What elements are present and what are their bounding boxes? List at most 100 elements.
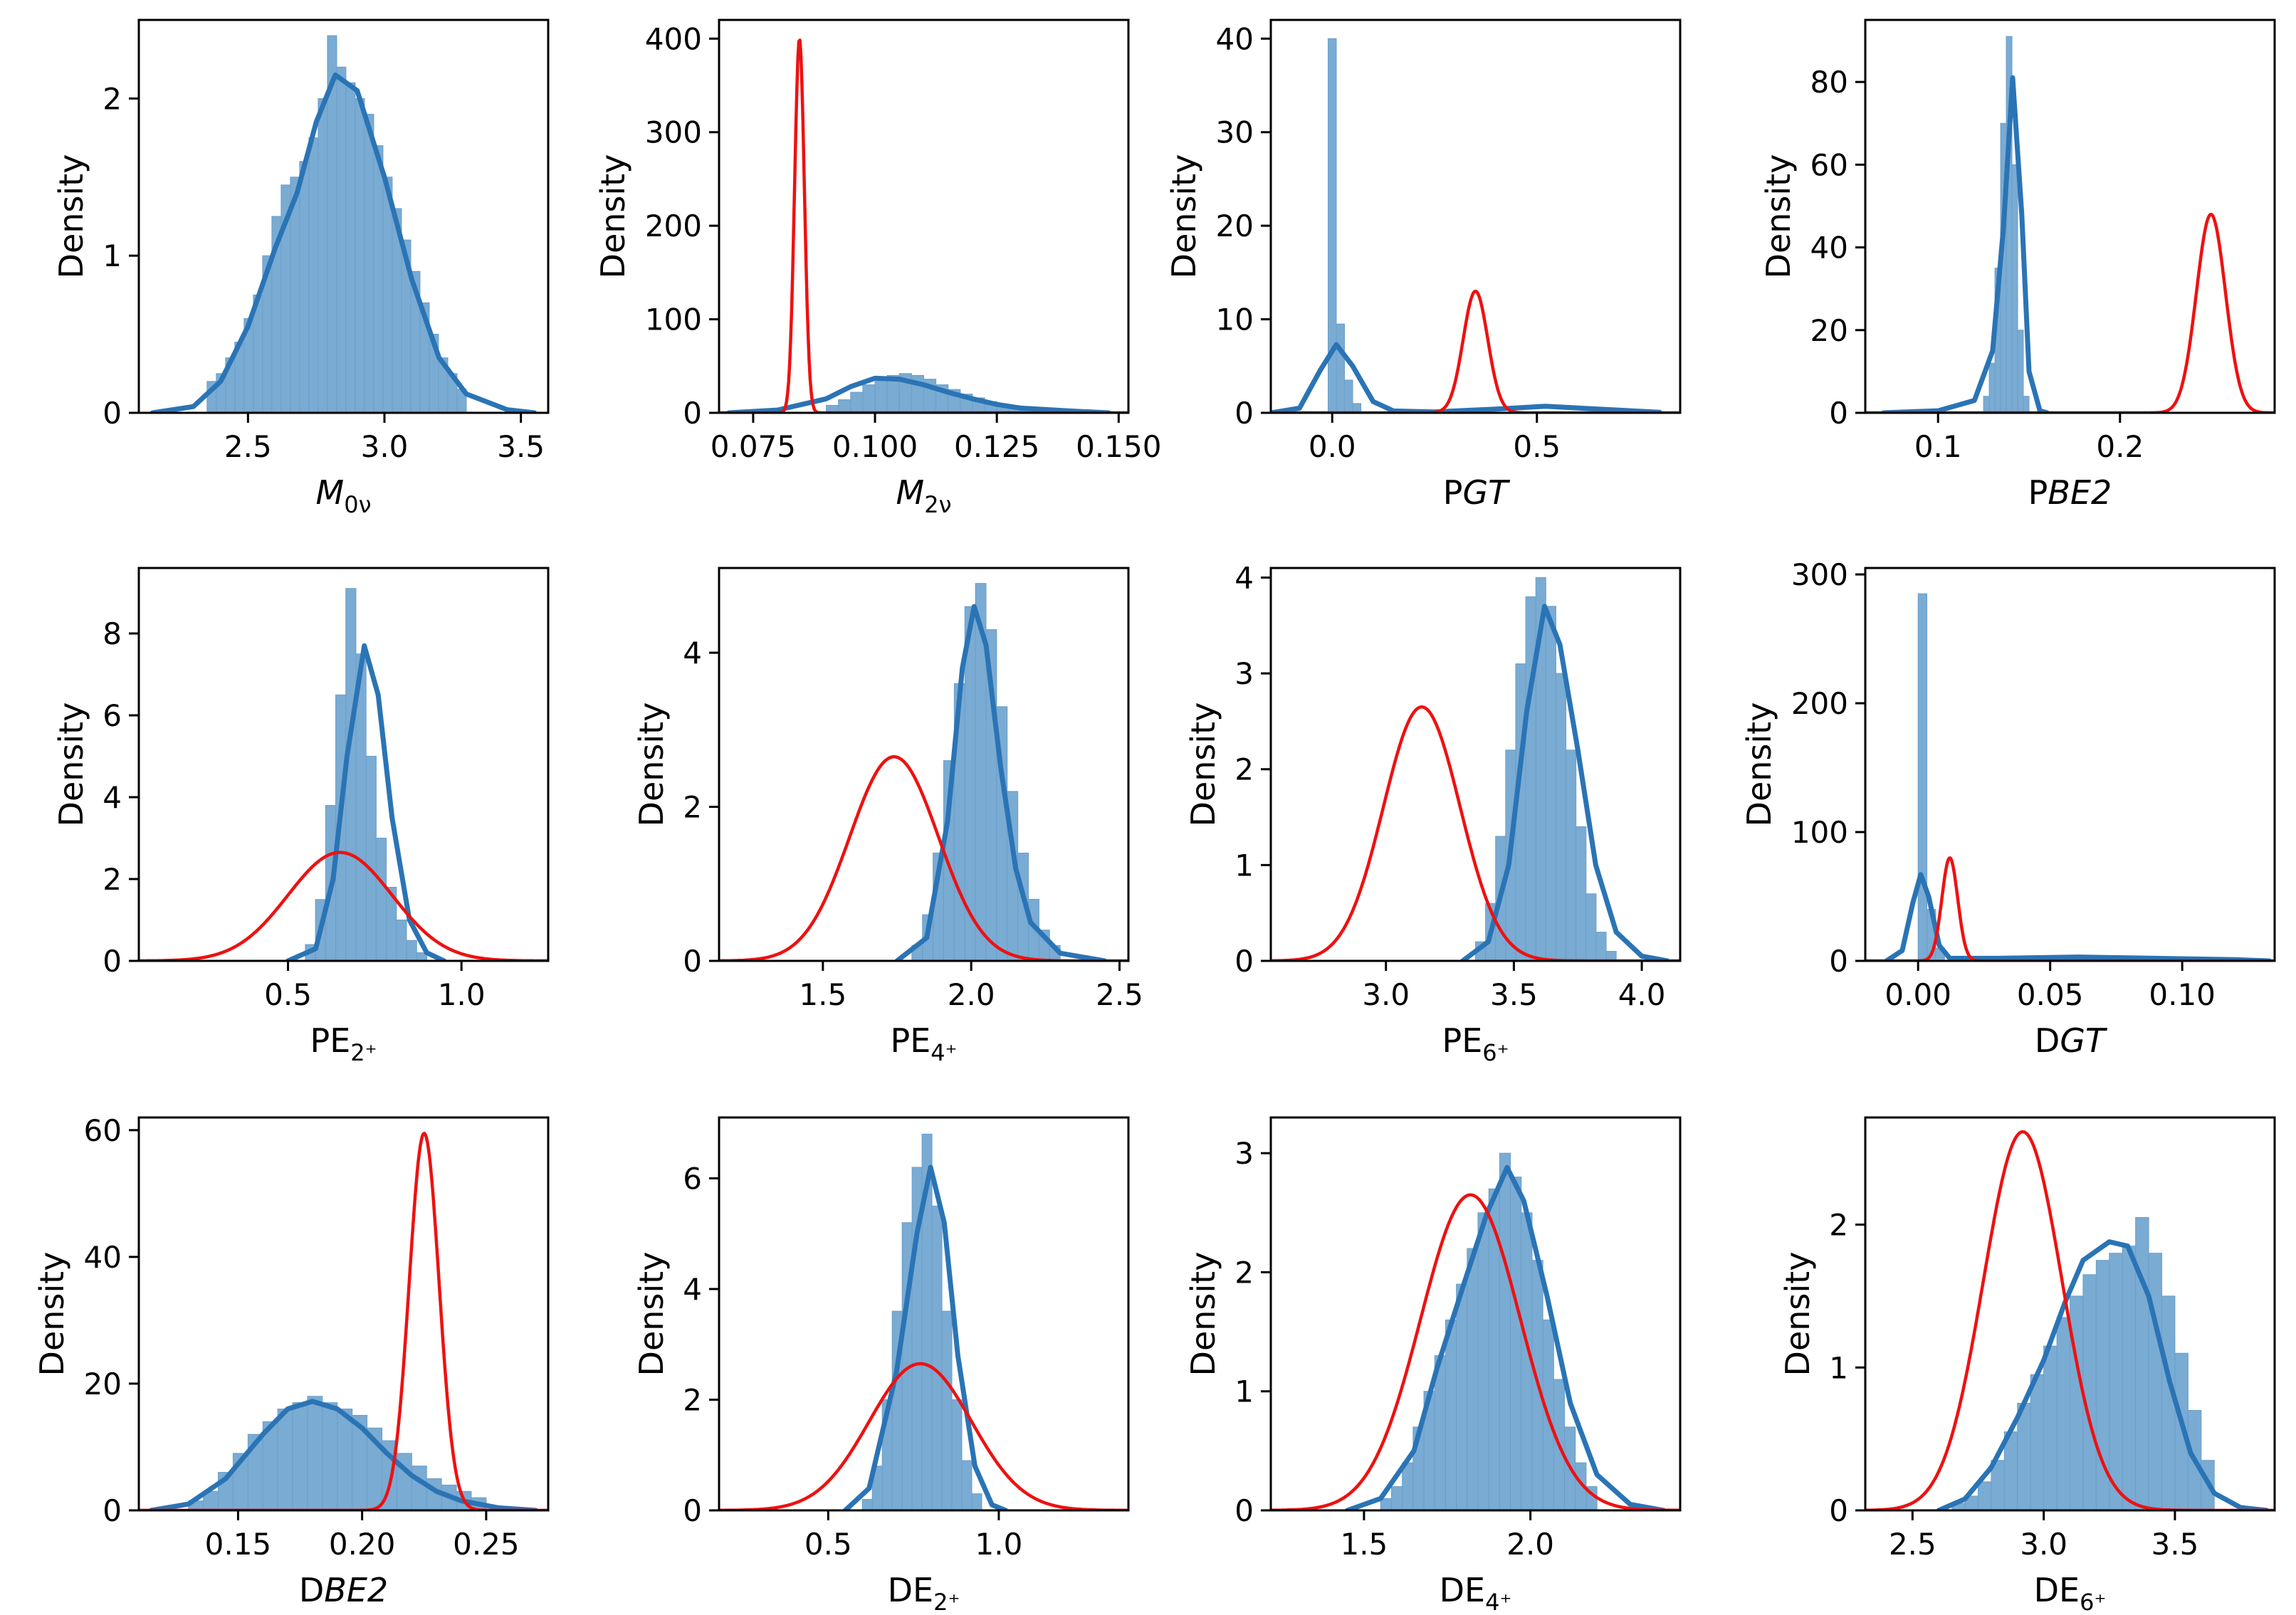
hist-bar <box>373 145 384 413</box>
reference-gaussian <box>139 851 548 961</box>
subplot-m0nu: 2.5 3.0 3.5 0 1 2 Density M0ν <box>52 19 550 518</box>
hist-bar <box>2023 396 2030 413</box>
plot-area <box>719 1133 1128 1510</box>
x-tick-label: 0.150 <box>1076 429 1161 464</box>
hist-bar <box>396 920 407 961</box>
hist-bar <box>411 1466 427 1510</box>
x-axis-label: PBE2 <box>2028 473 2112 512</box>
y-tick-label: 0 <box>1235 944 1254 979</box>
hist-bar <box>1328 38 1337 413</box>
kde-line <box>894 604 1108 961</box>
x-tick-label: 3.0 <box>361 429 409 464</box>
subplot-de6: 2.5 3.0 3.5 0 1 2 Density DE6⁺ <box>1778 1116 2276 1615</box>
hist-bar <box>337 1409 353 1510</box>
hist-bar <box>1576 826 1587 961</box>
y-tick-label: 0 <box>1829 944 1848 979</box>
x-tick-label: 3.5 <box>497 429 545 464</box>
hist-bar <box>961 1460 973 1510</box>
axes-frame <box>1269 567 1682 962</box>
hist-bar <box>2043 1345 2058 1510</box>
hist-bar <box>1456 1283 1468 1510</box>
kde-line <box>1345 1164 1667 1510</box>
hist-bar <box>2109 1253 2123 1510</box>
kde-line <box>1881 75 2050 413</box>
hist-bar <box>2011 164 2018 413</box>
x-tick-label: 3.5 <box>2151 1527 2199 1562</box>
plot-area <box>719 38 1128 413</box>
hist-bar <box>365 756 377 961</box>
hist-bar <box>1402 1462 1414 1510</box>
y-tick-label: 0 <box>103 1493 122 1528</box>
y-tick-label: 200 <box>645 209 702 243</box>
x-axis-label: PGT <box>1443 473 1511 512</box>
y-tick-label: 0 <box>1235 1493 1254 1528</box>
x-axis-label: DBE2 <box>299 1571 388 1609</box>
hist-bar <box>1525 596 1536 961</box>
hist-bar <box>2017 330 2024 413</box>
hist-bar <box>299 161 310 413</box>
y-tick-label: 0 <box>683 396 702 431</box>
hist-bar <box>1499 1152 1511 1510</box>
y-tick-label: 2 <box>1829 1208 1848 1243</box>
kde-line <box>726 375 1112 413</box>
x-axis-label: M2ν <box>896 473 952 518</box>
x-axis-label: DE6⁺ <box>2034 1571 2107 1615</box>
y-tick-label: 300 <box>1791 557 1848 592</box>
axes-frame <box>718 19 1130 414</box>
subplot-dbe2: 0.15 0.20 0.25 0 20 40 60 Density DBE2 <box>33 1113 550 1609</box>
subplot-dgt: 0.00 0.05 0.10 0 100 200 300 Density DGT <box>1740 557 2276 1060</box>
x-tick-label: 0.075 <box>711 429 796 464</box>
y-axis-label: Density <box>1778 1252 1817 1377</box>
hist-bar <box>1445 1319 1457 1510</box>
hist-bar <box>355 98 365 413</box>
hist-bar <box>308 137 319 413</box>
y-tick-label: 100 <box>645 303 702 337</box>
kde-line <box>1460 604 1670 961</box>
hist-bar <box>838 399 851 413</box>
x-tick-label: 0.5 <box>804 1527 852 1562</box>
y-tick-label: 4 <box>683 1272 702 1307</box>
hist-bar <box>307 1396 323 1510</box>
y-tick-label: 60 <box>1810 147 1848 182</box>
hist-bar <box>292 1402 308 1510</box>
subplot-m2nu: 0.075 0.100 0.125 0.150 0 100 200 300 400 Density… <box>594 19 1161 518</box>
reference-gaussian <box>1865 212 2275 413</box>
y-tick-label: 100 <box>1791 815 1848 850</box>
hist-bar <box>1555 673 1567 961</box>
y-axis-label: Density <box>52 703 90 827</box>
y-tick-label: 1 <box>103 238 122 273</box>
subplot-pe2: 0.5 1.0 0 2 4 6 8 Density PE2⁺ <box>52 567 550 1066</box>
hist-bar <box>2148 1253 2163 1510</box>
hist-bar <box>1988 362 1996 413</box>
x-tick-label: 0.2 <box>2096 429 2144 464</box>
hist-bar <box>2030 1374 2045 1510</box>
plot-area <box>1271 1152 1680 1510</box>
kde-line <box>842 1164 1008 1510</box>
hist-bar <box>1917 593 1928 961</box>
axes-frame <box>718 567 1130 962</box>
y-axis-label: Density <box>632 703 671 827</box>
y-tick-label: 1 <box>1829 1350 1848 1385</box>
y-tick-label: 6 <box>683 1162 702 1196</box>
x-tick-label: 3.5 <box>1490 977 1538 1012</box>
hist-bar <box>322 1402 338 1510</box>
x-tick-label: 1.0 <box>975 1527 1023 1562</box>
hist-bar <box>2161 1295 2176 1510</box>
axes-frame <box>1864 1116 2276 1512</box>
x-tick-label: 1.5 <box>1340 1527 1388 1562</box>
hist-bar <box>1390 1486 1403 1510</box>
hist-bar <box>874 379 888 413</box>
y-axis-label: Density <box>632 1252 671 1377</box>
kde-line <box>150 72 538 413</box>
x-tick-label: 0.100 <box>832 429 918 464</box>
y-tick-label: 0 <box>1829 396 1848 431</box>
plot-area <box>1271 38 1680 413</box>
y-tick-label: 4 <box>683 636 702 670</box>
kde-line <box>285 643 447 961</box>
hist-bar <box>382 177 393 413</box>
x-tick-label: 0.0 <box>1309 429 1356 464</box>
y-tick-label: 20 <box>84 1367 122 1401</box>
plot-area <box>150 35 538 413</box>
subplot-pe4: 1.5 2.0 2.5 0 2 4 Density PE4⁺ <box>632 567 1143 1066</box>
